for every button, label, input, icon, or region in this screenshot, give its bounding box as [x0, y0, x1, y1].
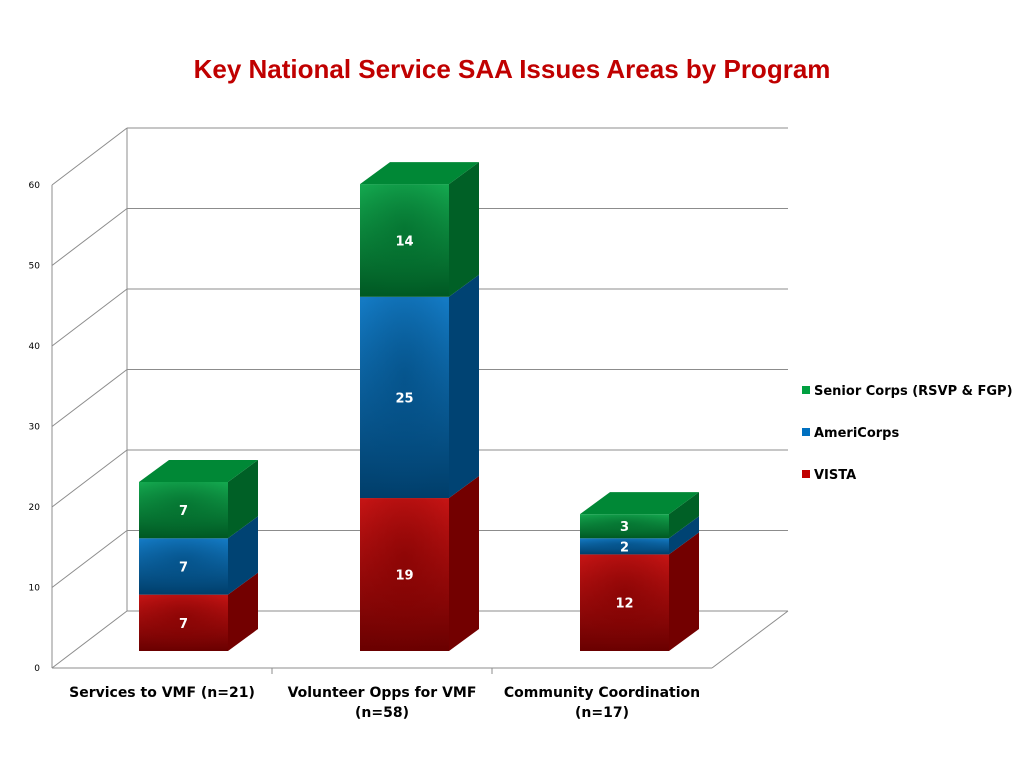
- gridline-depth: [51, 208, 128, 266]
- bar-side: [449, 274, 479, 499]
- gridline-depth: [51, 530, 128, 588]
- bar-side: [669, 516, 699, 555]
- data-label: 3: [620, 520, 629, 535]
- y-tick-label: 30: [29, 423, 41, 433]
- data-label: 14: [395, 234, 413, 249]
- y-tick-label: 10: [29, 584, 41, 594]
- y-tick-label: 50: [29, 262, 41, 272]
- bar-side: [669, 492, 699, 539]
- data-label: 2: [620, 540, 629, 555]
- bar-segment-vista: [580, 532, 699, 651]
- bar-segment-senior-corps-rsvp-fgp-: [139, 459, 258, 539]
- data-label: 25: [395, 391, 413, 406]
- data-label: 7: [179, 560, 188, 575]
- bar-segment-americorps: [139, 516, 258, 595]
- legend-label: AmeriCorps: [814, 426, 899, 441]
- bar-segment-vista: [139, 572, 258, 651]
- bar-front-shade: [580, 554, 669, 651]
- gridline-depth: [51, 127, 128, 186]
- legend-item: Senior Corps (RSVP & FGP): [802, 384, 1013, 399]
- bar-segment-senior-corps-rsvp-fgp-: [360, 162, 479, 297]
- bar-front-shade: [580, 538, 669, 555]
- chart-title: Key National Service SAA Issues Areas by…: [193, 54, 831, 84]
- bar-segment-americorps: [580, 516, 699, 555]
- floor-right-edge: [711, 610, 789, 669]
- legend-label: Senior Corps (RSVP & FGP): [814, 384, 1013, 399]
- x-category-label: Volunteer Opps for VMF (n=58): [288, 685, 477, 721]
- bar-top: [360, 162, 479, 185]
- gridline-depth: [51, 449, 128, 508]
- data-label: 7: [179, 504, 188, 519]
- y-tick-label: 20: [29, 503, 41, 513]
- bar-front-shade: [580, 514, 669, 539]
- bar-top: [139, 459, 258, 482]
- y-axis: 0 10 20 30 40 50 60: [29, 181, 493, 674]
- bar-front-shade: [139, 538, 228, 595]
- category-labels: Services to VMF (n=21) Volunteer Opps for…: [69, 685, 700, 721]
- bar-front-shade: [139, 481, 228, 539]
- bars: [139, 162, 699, 651]
- y-tick-label: 40: [29, 342, 41, 352]
- bar-front-shade: [360, 296, 449, 499]
- bar-side: [228, 516, 258, 595]
- data-labels: 7 7 7 19 25 14 12 2 3: [179, 234, 634, 631]
- x-category-label: Services to VMF (n=21): [69, 685, 255, 701]
- legend-swatch: [802, 470, 810, 478]
- bar-top: [580, 492, 699, 515]
- bar-segment-americorps: [360, 274, 479, 499]
- bar-side: [228, 572, 258, 651]
- y-tick-label: 0: [34, 664, 40, 674]
- gridline-depth: [51, 288, 128, 347]
- legend-swatch: [802, 386, 810, 394]
- bar-front-shade: [360, 184, 449, 297]
- legend-item: VISTA: [802, 468, 856, 483]
- bar-side: [449, 476, 479, 651]
- gridline-depth: [51, 369, 128, 427]
- legend-label: VISTA: [814, 468, 856, 483]
- bar-segment-senior-corps-rsvp-fgp-: [580, 492, 699, 539]
- legend-item: AmeriCorps: [802, 426, 899, 441]
- bar-side: [228, 459, 258, 539]
- bar-front-shade: [139, 594, 228, 651]
- bar-side: [449, 162, 479, 297]
- bar-front-shade: [360, 498, 449, 651]
- x-category-label: Community Coordination (n=17): [504, 685, 700, 721]
- legend: Senior Corps (RSVP & FGP) AmeriCorps VISTA: [802, 384, 1013, 483]
- data-label: 19: [395, 569, 413, 584]
- data-label: 7: [179, 617, 188, 632]
- legend-swatch: [802, 428, 810, 436]
- bar-segment-vista: [360, 476, 479, 651]
- bar-side: [669, 532, 699, 651]
- data-label: 12: [615, 597, 633, 612]
- gridline-depth: [51, 610, 128, 669]
- y-tick-label: 60: [29, 181, 41, 191]
